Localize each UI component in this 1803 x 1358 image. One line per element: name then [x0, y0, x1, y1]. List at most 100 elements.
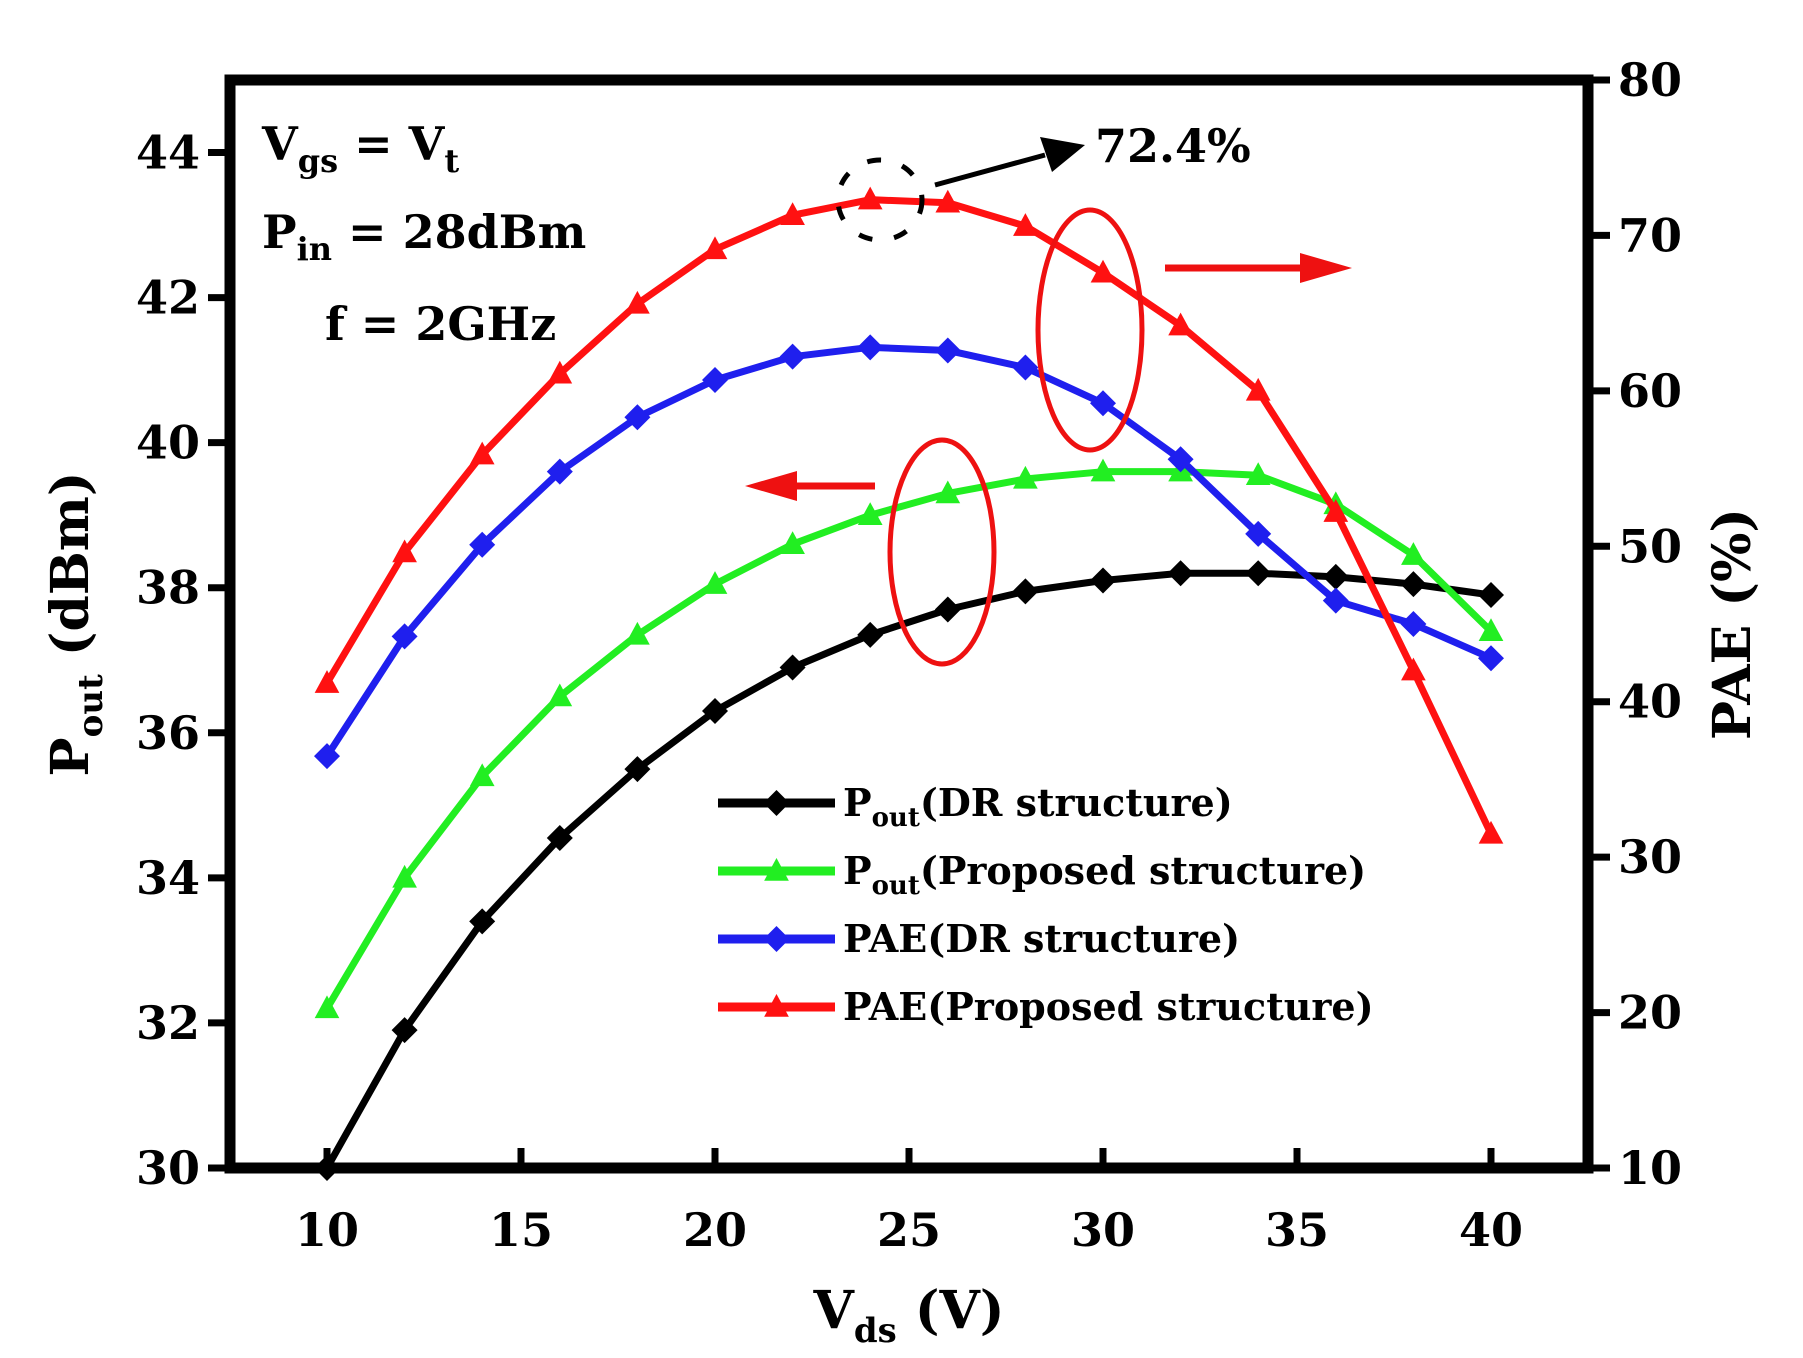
y-left-tick-label: 42 — [136, 271, 200, 325]
y-left-tick-label: 38 — [136, 561, 200, 615]
y-right-tick-label: 50 — [1618, 519, 1682, 573]
data-point — [780, 202, 805, 225]
data-point — [702, 698, 728, 725]
data-point — [547, 360, 573, 384]
data-point — [1478, 820, 1504, 844]
data-point — [1322, 587, 1349, 614]
peak-arrow-head — [1040, 137, 1085, 172]
data-point — [1245, 377, 1271, 401]
data-point — [857, 186, 883, 210]
data-point — [1090, 567, 1116, 594]
y-left-tick-label: 44 — [136, 126, 200, 180]
y-right-tick-label: 80 — [1618, 53, 1682, 107]
data-point — [1478, 618, 1504, 642]
series-line — [323, 569, 1492, 1170]
data-point — [779, 343, 806, 370]
data-point — [702, 366, 728, 393]
data-point — [625, 621, 650, 645]
data-point — [1322, 563, 1349, 590]
data-point — [702, 571, 728, 594]
data-point — [392, 864, 417, 888]
legend-label: Pout(DR structure) — [843, 780, 1233, 833]
pae-group-ellipse — [1035, 207, 1145, 453]
data-point — [469, 908, 496, 935]
y-left-tick-label: 34 — [136, 851, 200, 905]
y-left-axis-title: Pout (dBm) — [40, 472, 111, 777]
data-point — [1478, 581, 1504, 608]
data-point — [702, 236, 728, 260]
data-point — [624, 404, 651, 431]
data-point — [779, 654, 806, 681]
data-point — [314, 995, 340, 1019]
data-point — [934, 337, 961, 364]
series-line — [323, 468, 1494, 1011]
data-point — [1401, 657, 1426, 681]
data-point — [857, 621, 884, 648]
legend-swatch-marker — [764, 858, 789, 881]
legend-swatch-marker — [763, 926, 790, 952]
annotation-pin: Pin = 28dBm — [262, 205, 586, 268]
y-left-tick-label: 32 — [136, 996, 200, 1050]
x-axis-title: Vds (V) — [813, 1280, 1005, 1351]
series-2 — [314, 334, 1504, 770]
annotation-peak-label: 72.4% — [1095, 119, 1251, 173]
data-point — [546, 458, 573, 485]
legend-item: Pout(Proposed structure) — [718, 848, 1366, 901]
data-point — [391, 623, 418, 650]
x-tick-label: 15 — [489, 1203, 553, 1257]
data-point — [546, 824, 573, 851]
x-tick-label: 40 — [1459, 1203, 1523, 1257]
pae-arrow-head — [1300, 253, 1352, 283]
x-tick-label: 10 — [295, 1203, 359, 1257]
annotations: Vgs = Vt Pin = 28dBm f = 2GHz 72.4% — [261, 117, 1352, 667]
annotation-vgs: Vgs = Vt — [261, 117, 459, 180]
legend-item: Pout(DR structure) — [718, 780, 1233, 833]
legend-item: PAE(Proposed structure) — [718, 984, 1374, 1029]
plot-frame — [224, 74, 1594, 1174]
legend-item: PAE(DR structure) — [718, 916, 1240, 961]
data-point — [1245, 462, 1271, 486]
data-point — [314, 743, 340, 770]
data-point — [1323, 499, 1349, 522]
data-point — [935, 189, 961, 213]
series-line — [324, 343, 1493, 759]
data-point — [392, 539, 417, 563]
x-tick-label: 20 — [683, 1203, 747, 1257]
y-left-tick-label: 40 — [136, 416, 200, 470]
data-point — [1167, 446, 1194, 473]
y-right-tick-label: 10 — [1618, 1141, 1682, 1195]
data-point — [1400, 571, 1427, 598]
data-point — [1090, 259, 1116, 283]
legend-label: Pout(Proposed structure) — [843, 848, 1366, 901]
legend-label: PAE(Proposed structure) — [843, 984, 1374, 1029]
pout-group-ellipse — [887, 437, 997, 667]
data-point — [391, 1017, 418, 1044]
series-layer — [314, 186, 1504, 1181]
data-point — [1090, 390, 1116, 417]
data-point — [935, 480, 961, 504]
legend: Pout(DR structure) Pout(Proposed structur… — [718, 780, 1374, 1029]
y-right-tick-label: 20 — [1618, 986, 1682, 1040]
legend-label: PAE(DR structure) — [843, 916, 1240, 961]
data-point — [469, 441, 495, 465]
data-point — [857, 334, 884, 361]
axis-labels: 10 15 20 25 30 35 40 30 32 34 36 38 40 42 44 10 20 30 40 50… — [40, 53, 1763, 1351]
peak-arrow-line — [934, 152, 1046, 188]
x-tick-label: 25 — [877, 1203, 941, 1257]
peak-highlight-ellipse — [835, 157, 925, 243]
data-point — [780, 531, 805, 554]
data-point — [469, 531, 496, 558]
data-point — [1013, 213, 1038, 236]
data-point — [1013, 465, 1038, 489]
data-point — [1400, 611, 1427, 637]
y-left-tick-label: 30 — [136, 1141, 200, 1195]
data-point — [1478, 645, 1504, 672]
data-point — [625, 290, 650, 314]
data-point — [1168, 312, 1193, 336]
data-point — [624, 756, 651, 783]
legend-swatch-marker — [764, 994, 789, 1017]
y-right-tick-label: 70 — [1618, 208, 1682, 262]
y-left-tick-label: 36 — [136, 706, 200, 760]
